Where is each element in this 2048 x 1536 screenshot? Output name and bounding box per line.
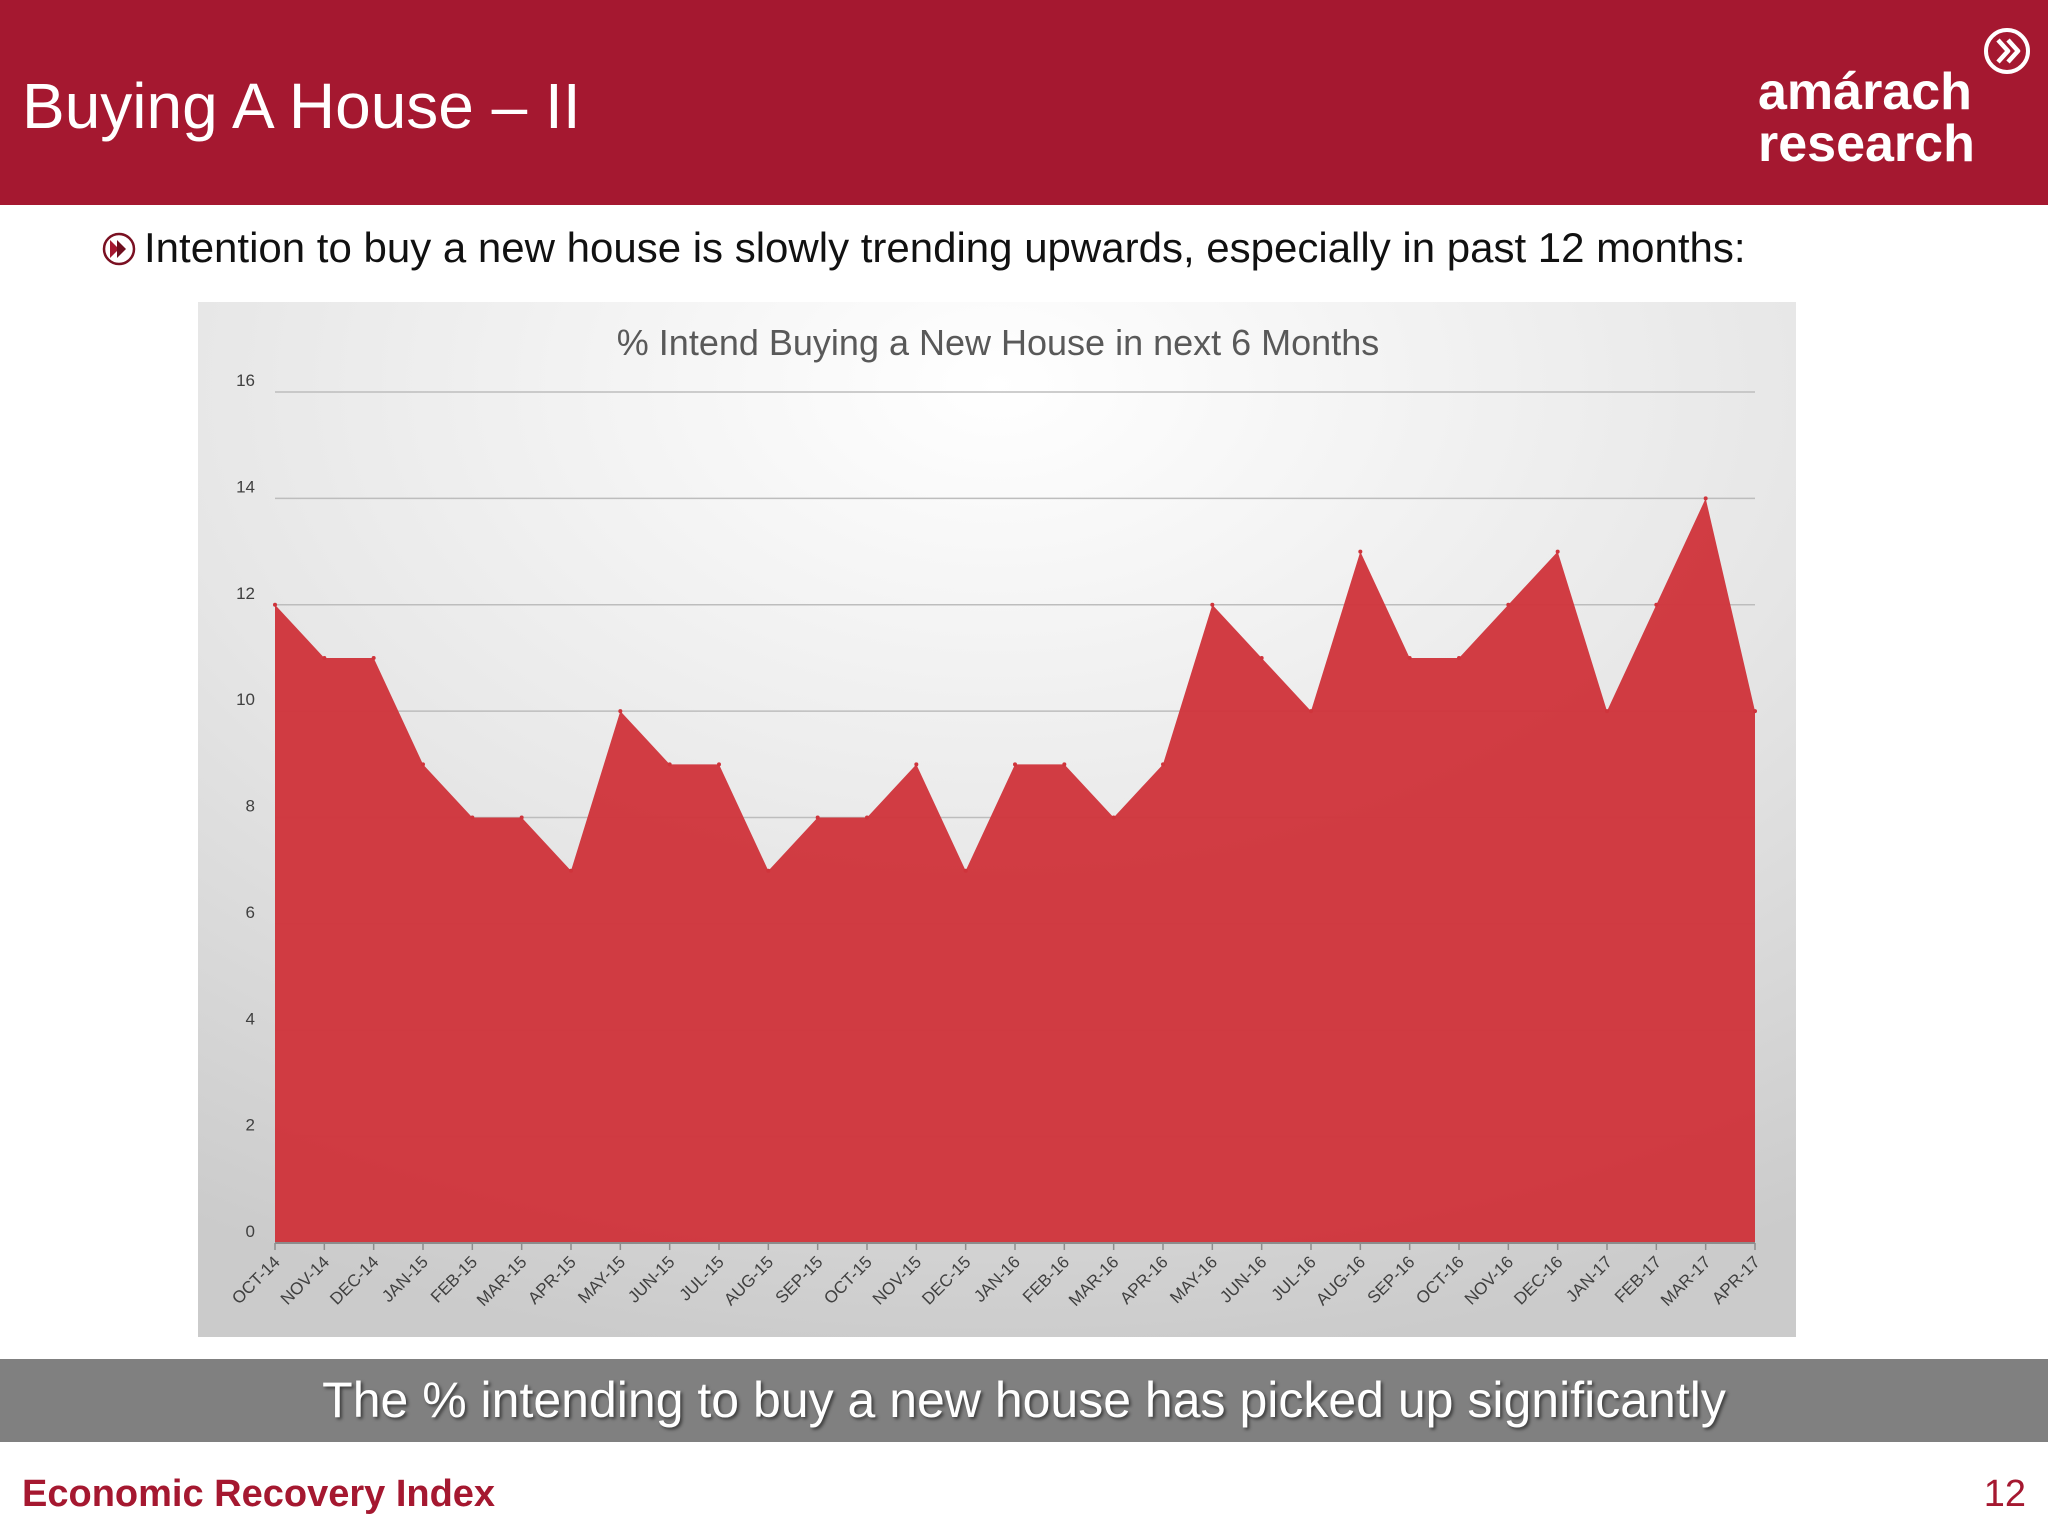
data-point bbox=[1506, 602, 1511, 607]
bullet-point: Intention to buy a new house is slowly t… bbox=[102, 218, 2002, 278]
footer-report-name: Economic Recovery Index bbox=[22, 1473, 496, 1515]
data-point bbox=[1013, 762, 1017, 767]
data-point bbox=[717, 762, 721, 767]
data-point bbox=[766, 868, 771, 873]
y-tick-label: 4 bbox=[246, 1009, 255, 1028]
chart-panel: % Intend Buying a New House in next 6 Mo… bbox=[198, 302, 1796, 1337]
data-point bbox=[1111, 815, 1116, 820]
data-point bbox=[1062, 762, 1067, 767]
data-point bbox=[914, 762, 919, 767]
area-chart: % Intend Buying a New House in next 6 Mo… bbox=[198, 302, 1796, 1337]
data-point bbox=[963, 868, 968, 873]
data-point bbox=[322, 655, 327, 660]
area-series bbox=[275, 498, 1755, 1243]
data-point bbox=[815, 815, 820, 820]
data-point bbox=[519, 815, 524, 820]
y-tick-label: 6 bbox=[246, 903, 255, 922]
conclusion-banner: The % intending to buy a new house has p… bbox=[0, 1359, 2048, 1442]
y-tick-label: 2 bbox=[246, 1116, 255, 1135]
data-point bbox=[618, 709, 623, 714]
chart-title: % Intend Buying a New House in next 6 Mo… bbox=[617, 322, 1379, 363]
data-point bbox=[371, 655, 376, 660]
data-point bbox=[1161, 762, 1165, 767]
y-tick-label: 10 bbox=[236, 690, 255, 709]
data-point bbox=[1753, 709, 1757, 714]
data-point bbox=[470, 815, 475, 820]
data-point bbox=[1210, 602, 1215, 607]
data-point bbox=[667, 762, 672, 767]
bullet-text: Intention to buy a new house is slowly t… bbox=[144, 224, 1746, 271]
data-point bbox=[1309, 709, 1313, 714]
data-point bbox=[1407, 655, 1412, 660]
slide-title: Buying A House – II bbox=[22, 70, 581, 142]
amarach-logo: amárach research bbox=[1740, 22, 2040, 182]
banner-text: The % intending to buy a new house has p… bbox=[322, 1372, 1726, 1428]
y-tick-label: 16 bbox=[236, 371, 255, 390]
logo-text-line2: research bbox=[1758, 115, 1975, 173]
data-point bbox=[1555, 549, 1560, 554]
data-point bbox=[569, 868, 573, 873]
bullet-chevron-icon bbox=[102, 232, 136, 266]
data-point bbox=[1457, 655, 1461, 660]
data-point bbox=[1259, 655, 1264, 660]
logo-text-line1: amárach bbox=[1758, 63, 1972, 121]
y-tick-label: 8 bbox=[246, 797, 255, 816]
data-point bbox=[1605, 709, 1609, 714]
data-point bbox=[1654, 602, 1659, 607]
data-point bbox=[865, 815, 869, 820]
header-bar: Buying A House – II amárach research bbox=[0, 0, 2048, 205]
chevron-circle-icon bbox=[1984, 28, 2030, 74]
y-tick-label: 12 bbox=[236, 584, 255, 603]
page-number: 12 bbox=[1983, 1473, 2026, 1515]
data-point bbox=[421, 762, 425, 767]
data-point bbox=[1358, 549, 1363, 554]
y-tick-label: 0 bbox=[246, 1222, 255, 1241]
data-point bbox=[273, 602, 277, 607]
data-point bbox=[1703, 496, 1708, 501]
y-tick-label: 14 bbox=[236, 477, 255, 496]
